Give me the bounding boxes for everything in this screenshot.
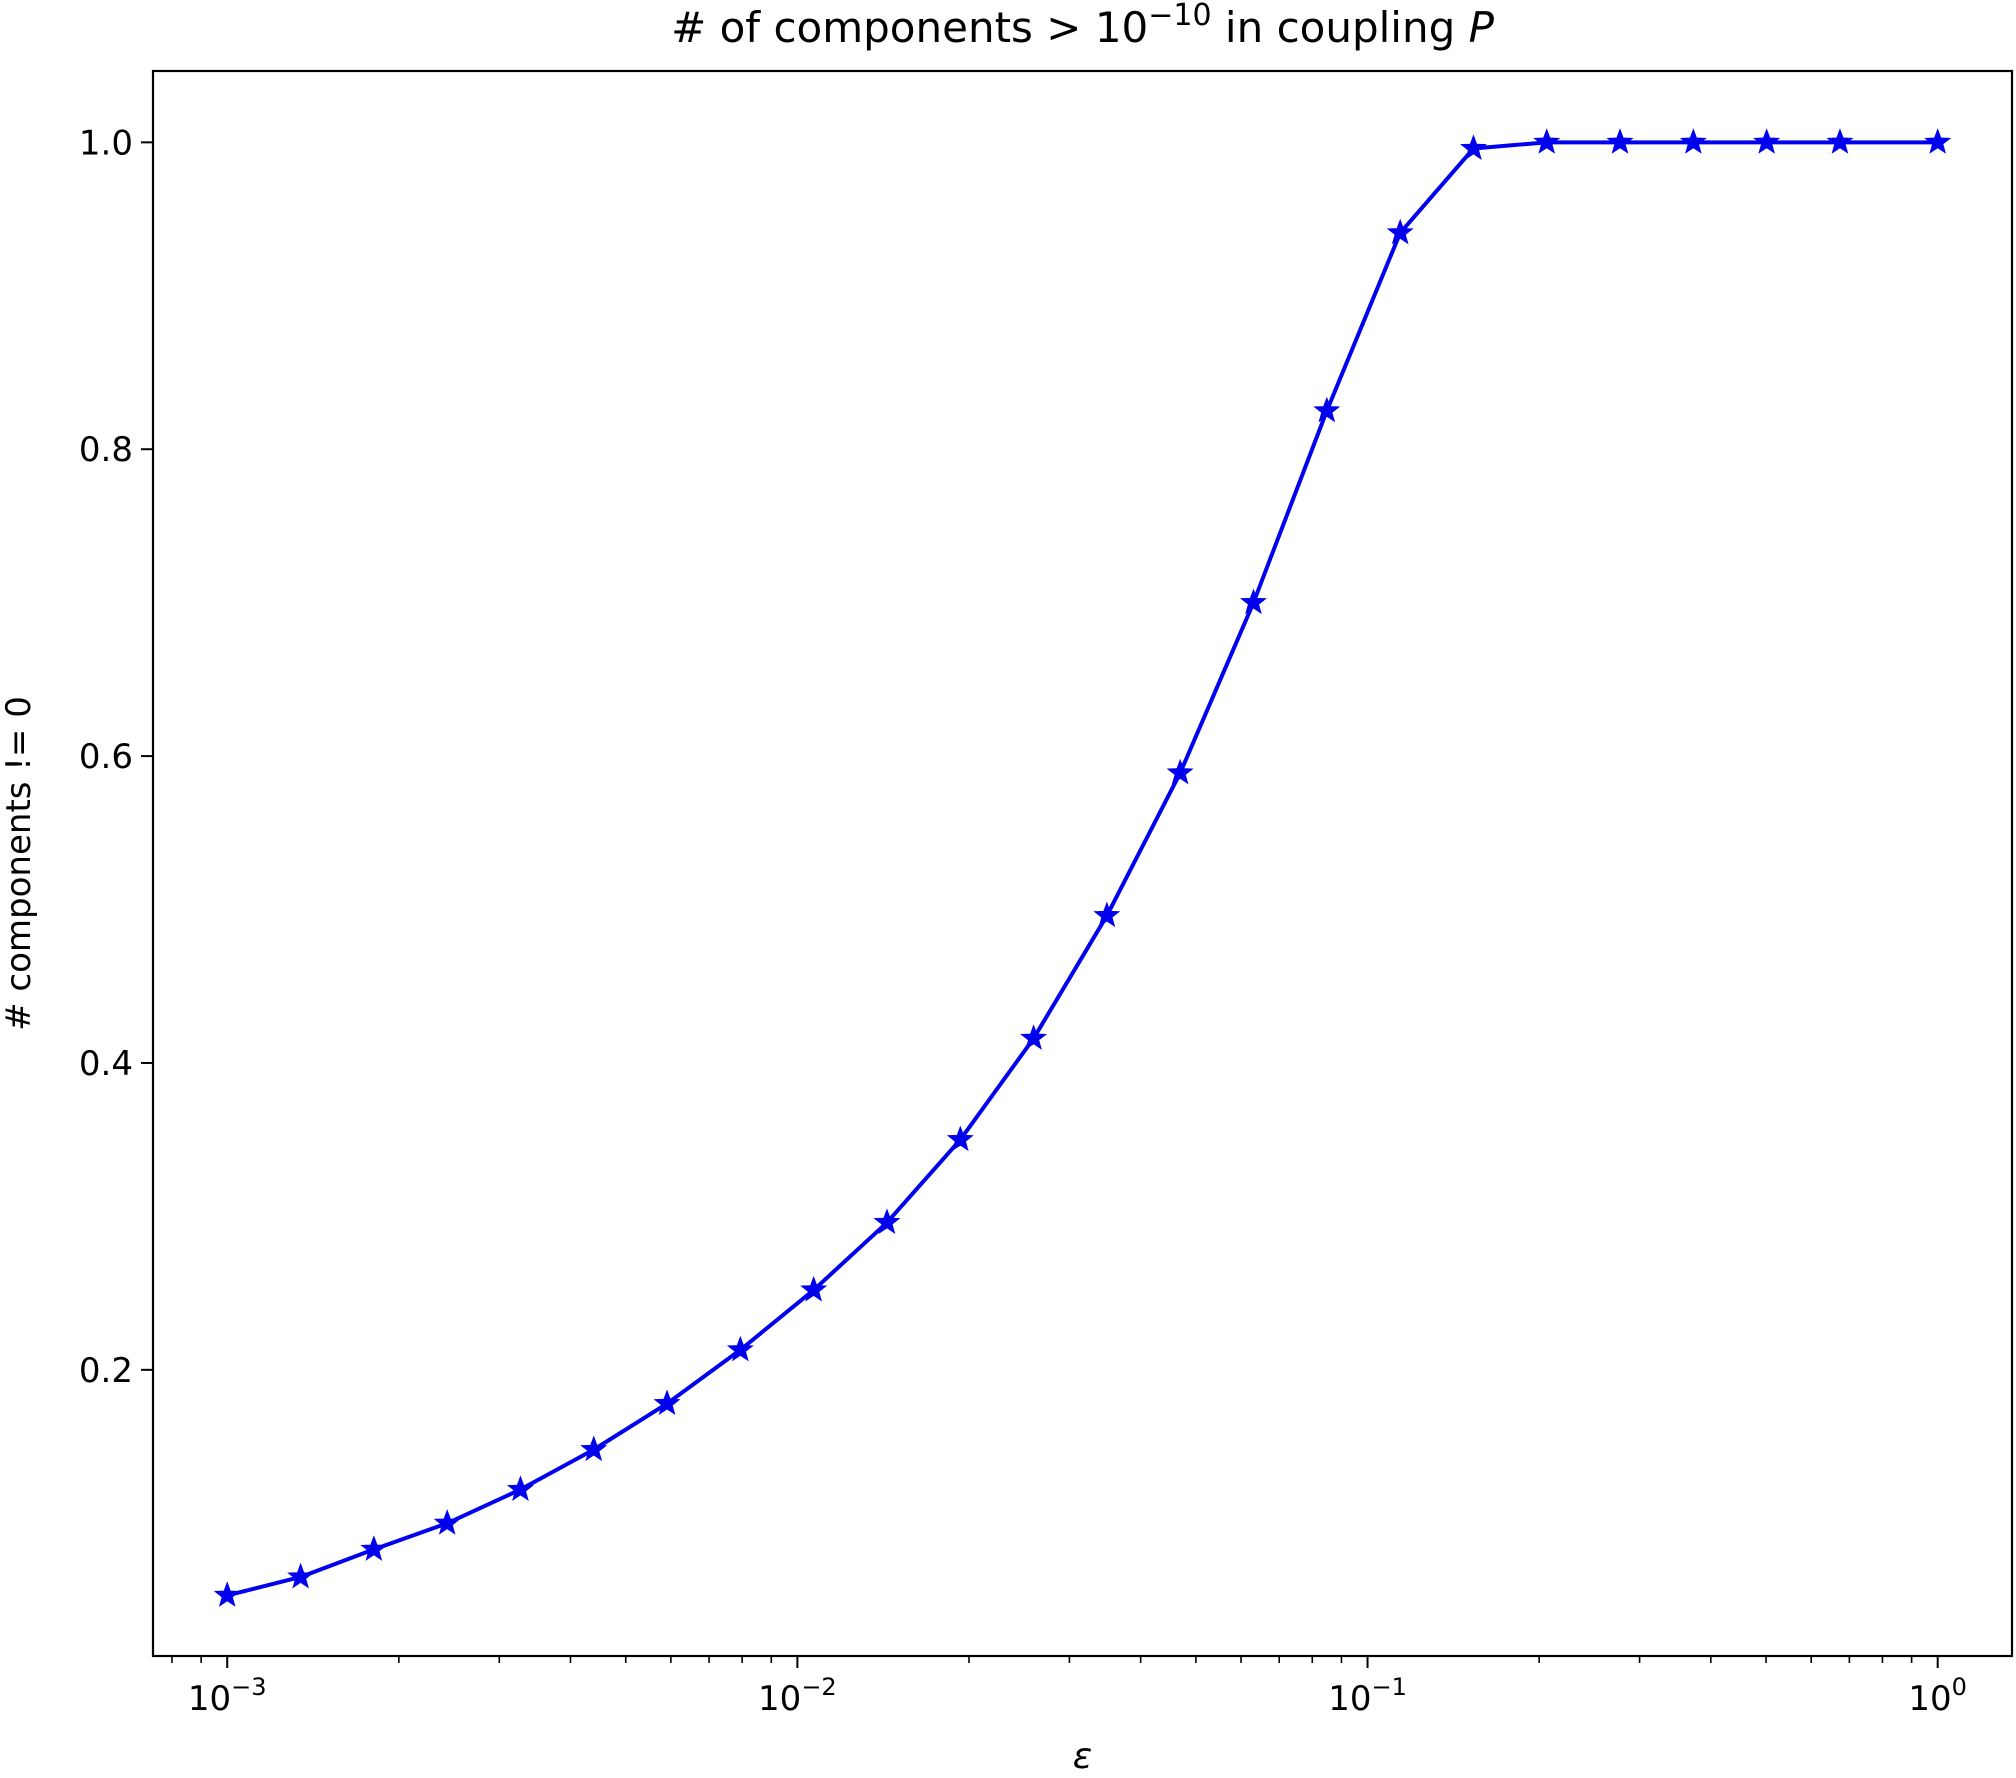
data-point-star	[726, 1335, 754, 1362]
x-tick-label: 10−2	[758, 1673, 837, 1719]
chart-title-prefix: # of components > 10	[671, 3, 1148, 52]
data-point-star	[1240, 588, 1267, 615]
y-tick-label: 1.0	[79, 123, 133, 163]
data-point-star	[800, 1275, 828, 1302]
data-point-star	[580, 1435, 608, 1462]
x-tick-exponent: −2	[801, 1673, 836, 1701]
chart-title-exponent: −10	[1148, 0, 1211, 33]
data-point-star	[287, 1562, 315, 1589]
chart-title: # of components > 10−10 in coupling P	[671, 0, 1495, 52]
plot-frame	[151, 69, 2014, 1658]
data-point-star	[506, 1475, 534, 1501]
data-point-star	[1753, 128, 1781, 154]
data-point-star	[1533, 128, 1561, 154]
x-axis-ticks: 10−3 10−2 10−1 100	[171, 1656, 1967, 1719]
data-point-star	[1020, 1024, 1048, 1050]
data-point-star	[1386, 218, 1414, 245]
x-tick-label: 100	[1908, 1673, 1967, 1719]
y-tick-label: 0.2	[79, 1351, 133, 1391]
data-point-star	[1093, 901, 1121, 928]
data-point-star	[1313, 396, 1341, 423]
x-tick-exponent: 0	[1952, 1673, 1967, 1701]
data-point-star	[1606, 128, 1634, 154]
chart-title-variable: P	[1469, 3, 1495, 52]
data-point-star	[433, 1509, 461, 1535]
y-axis-label: # components != 0	[0, 696, 39, 1031]
series-line	[226, 140, 1938, 1598]
data-point-star	[1166, 758, 1194, 785]
y-tick-label: 0.8	[79, 430, 133, 470]
x-tick-base: 10	[188, 1679, 231, 1719]
y-axis-label-group: # components != 0	[0, 696, 39, 1031]
data-point-star	[1826, 128, 1854, 154]
x-tick-exponent: −3	[231, 1673, 266, 1701]
data-point-star	[360, 1535, 388, 1561]
x-tick-base: 10	[758, 1679, 801, 1719]
y-axis-ticks: 0.2 0.4 0.6 0.8 1.0	[79, 123, 153, 1391]
data-point-star	[653, 1389, 681, 1416]
x-tick-exponent: −1	[1371, 1673, 1406, 1701]
chart-title-middle: in coupling	[1212, 3, 1469, 52]
data-point-star	[1460, 134, 1487, 160]
series-group	[213, 128, 1952, 1607]
x-tick-base: 10	[1328, 1679, 1371, 1719]
x-tick-label: 10−1	[1328, 1673, 1407, 1719]
data-point-star	[1924, 128, 1952, 154]
x-tick-base: 10	[1908, 1679, 1951, 1719]
x-axis-label: ε	[1073, 1736, 1092, 1774]
chart-title-group: # of components > 10−10 in coupling P	[671, 0, 1495, 52]
x-axis-label-group: ε	[1073, 1736, 1092, 1777]
data-point-star	[873, 1208, 901, 1235]
y-tick-label: 0.4	[79, 1044, 133, 1084]
data-point-star	[213, 1581, 241, 1607]
data-point-star	[1679, 128, 1707, 154]
x-tick-label: 10−3	[188, 1673, 267, 1719]
y-tick-label: 0.6	[79, 737, 133, 777]
data-point-star	[946, 1125, 974, 1152]
